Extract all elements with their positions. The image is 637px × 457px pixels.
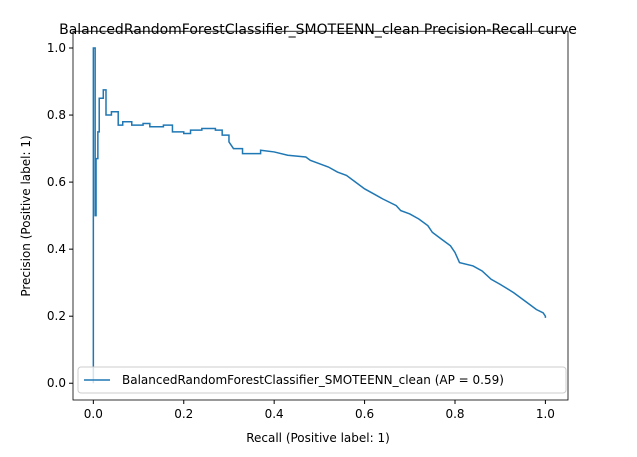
y-tick-label: 0.2 [47, 309, 66, 323]
x-tick-label: 0.8 [445, 407, 464, 421]
y-axis-label: Precision (Positive label: 1) [19, 135, 33, 296]
y-tick-label: 0.8 [47, 108, 66, 122]
x-tick-label: 1.0 [536, 407, 555, 421]
x-tick-label: 0.4 [265, 407, 284, 421]
y-tick-label: 0.6 [47, 175, 66, 189]
x-tick-label: 0.2 [174, 407, 193, 421]
chart-title: BalancedRandomForestClassifier_SMOTEENN_… [59, 22, 577, 38]
pr-curve [92, 47, 547, 384]
y-tick-label: 0.4 [47, 242, 66, 256]
legend-box [77, 366, 567, 394]
y-tick-label: 0.0 [47, 376, 66, 390]
x-axis-label: Recall (Positive label: 1) [246, 431, 390, 445]
x-tick-label: 0.6 [355, 407, 374, 421]
x-tick-label: 0.0 [84, 407, 103, 421]
legend-label: BalancedRandomForestClassifier_SMOTEENN_… [122, 373, 504, 387]
axes-frame [72, 30, 569, 401]
y-tick-label: 1.0 [47, 41, 66, 55]
